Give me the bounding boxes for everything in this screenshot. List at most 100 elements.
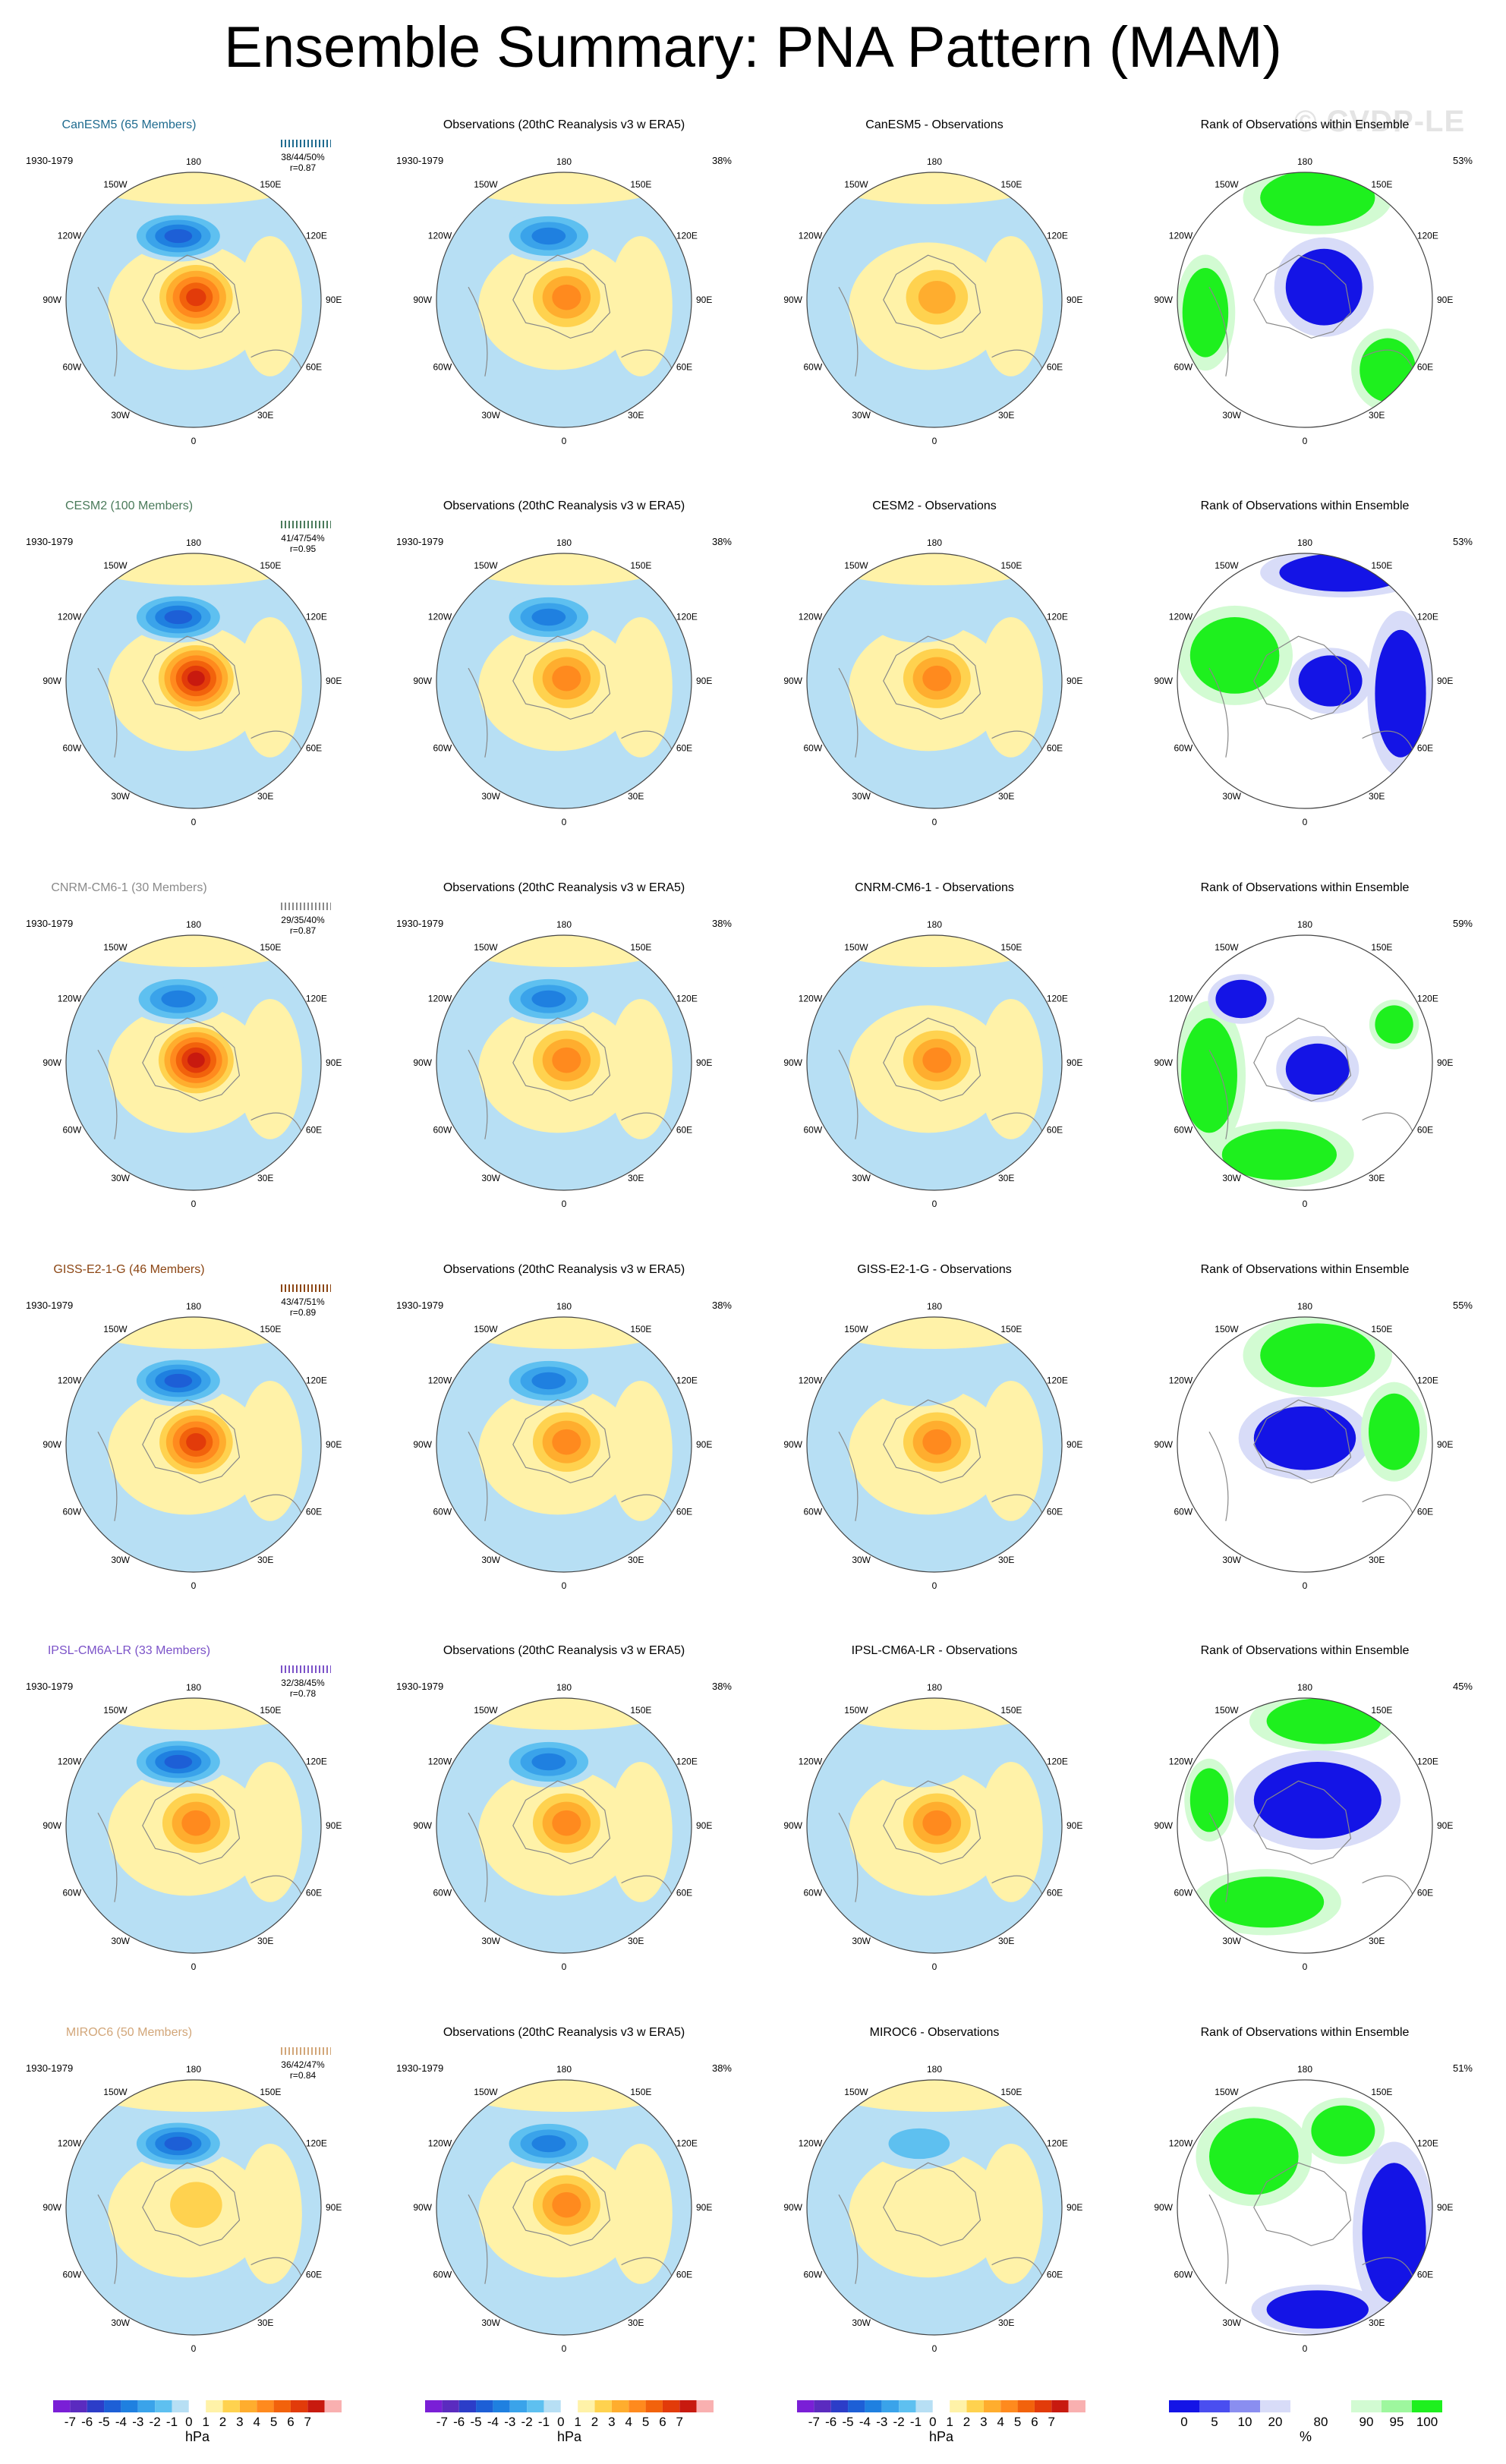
colorbar-swatch xyxy=(1017,2400,1035,2412)
lon-label: 60E xyxy=(306,361,322,372)
lon-label: 30W xyxy=(481,1936,500,1946)
lon-label: 90W xyxy=(413,1439,432,1450)
lon-label: 120E xyxy=(1417,1375,1438,1385)
polar-map: 180 0 150W 150E 120W 120E 90W 90E 60W 60E 30W 30E xyxy=(783,919,1082,1209)
negative-anomaly-4 xyxy=(531,1372,566,1390)
positive-anomaly-1 xyxy=(78,2080,309,2112)
colorbar-tick: -3 xyxy=(876,2415,887,2429)
colorbar-swatch xyxy=(814,2400,831,2412)
coastline xyxy=(1253,1017,1352,1102)
colorbar-tick: 2 xyxy=(963,2415,970,2429)
lon-label: 30W xyxy=(1222,1173,1241,1183)
colorbar-tick: -1 xyxy=(910,2415,922,2429)
obs-pct: 38% xyxy=(711,536,732,547)
positive-anomaly-1 xyxy=(238,617,302,758)
lon-label: 120W xyxy=(799,230,823,241)
lon-label: 0 xyxy=(932,1199,937,1209)
lon-label: 120E xyxy=(676,1375,698,1385)
positive-anomaly-4 xyxy=(181,1810,211,1836)
obs-pct: 38% xyxy=(711,918,732,929)
lon-label: 90W xyxy=(1154,1439,1173,1450)
colorbar-swatch xyxy=(121,2400,138,2412)
colorbar-swatch xyxy=(865,2400,882,2412)
lon-label: 150W xyxy=(844,179,868,190)
period-label: 1930-1979 xyxy=(396,918,444,929)
lon-label: 120E xyxy=(1047,993,1068,1004)
rank-region-green xyxy=(1181,1018,1237,1133)
rank-region-green xyxy=(1369,1393,1420,1470)
colorbar-tick: -7 xyxy=(808,2415,820,2429)
colorbar-tick: 4 xyxy=(997,2415,1004,2429)
coastline xyxy=(468,1431,488,1521)
polar-map: 180 0 150W 150E 120W 120E 90W 90E 60W 60E 30W 30E xyxy=(1154,537,1453,827)
negative-anomaly-5 xyxy=(164,1754,193,1769)
lon-label: 150E xyxy=(630,1324,651,1334)
lon-label: 90W xyxy=(413,676,432,686)
lon-label: 150W xyxy=(103,942,128,953)
lon-label: 60W xyxy=(433,1124,452,1135)
colorbar-swatch xyxy=(1260,2400,1290,2412)
lon-label: 120E xyxy=(1047,230,1068,241)
lon-label: 150E xyxy=(1000,942,1022,953)
positive-anomaly-4 xyxy=(922,1429,952,1455)
lon-label: 30E xyxy=(1369,1173,1385,1183)
watermark: © CVDP-LE xyxy=(1294,105,1466,138)
lon-label: 90E xyxy=(326,676,342,686)
lon-label: 60E xyxy=(1417,1506,1433,1517)
colorbar-tick: -3 xyxy=(132,2415,143,2429)
rank-region-blue xyxy=(1253,1762,1382,1839)
colorbar-swatch xyxy=(70,2400,87,2412)
lon-label: 120W xyxy=(428,993,452,1004)
positive-anomaly-1 xyxy=(449,1317,679,1349)
lon-label: 90W xyxy=(783,1820,802,1831)
colorbar-tick: -1 xyxy=(166,2415,178,2429)
lon-label: 120E xyxy=(1417,611,1438,622)
lon-label: 30E xyxy=(998,1936,1014,1946)
colorbar-swatch xyxy=(950,2400,967,2412)
lon-label: 120W xyxy=(428,2138,452,2148)
lon-label: 30W xyxy=(111,1555,130,1565)
rank-region-green xyxy=(1209,1876,1325,1928)
colorbar-swatch xyxy=(932,2400,950,2412)
coastline xyxy=(1362,2257,1414,2278)
colorbar-tick: -4 xyxy=(859,2415,871,2429)
colorbar-swatch xyxy=(1412,2400,1442,2412)
colorbar-swatch xyxy=(527,2400,544,2412)
lon-label: 150E xyxy=(260,1324,281,1334)
colorbar-tick: -5 xyxy=(470,2415,481,2429)
lon-label: 180 xyxy=(186,537,201,548)
lon-label: 60E xyxy=(1047,1887,1063,1898)
colorbar-swatch xyxy=(578,2400,595,2412)
lon-label: 90W xyxy=(43,2202,61,2213)
lon-label: 30E xyxy=(998,791,1014,802)
lon-label: 120E xyxy=(1047,2138,1068,2148)
lon-label: 150W xyxy=(1215,179,1239,190)
lon-label: 30E xyxy=(1369,791,1385,802)
positive-anomaly-1 xyxy=(819,1698,1050,1730)
lon-label: 60W xyxy=(433,742,452,753)
polar-map: 180 0 150W 150E 120W 120E 90W 90E 60W 60E 30W 30E xyxy=(413,156,712,446)
lon-label: 150E xyxy=(1371,179,1392,190)
positive-anomaly-1 xyxy=(238,236,302,377)
coastline xyxy=(621,1494,673,1515)
lon-label: 30W xyxy=(852,791,871,802)
colorbar-swatch xyxy=(830,2400,849,2412)
lon-label: 180 xyxy=(186,156,201,167)
colorbar-label: % xyxy=(1300,2429,1312,2444)
colorbar-tick: -2 xyxy=(521,2415,533,2429)
positive-anomaly-1 xyxy=(819,1317,1050,1349)
diff-panel: IPSL-CM6A-LR - Observations 180 0 150W 150E 1… xyxy=(756,1640,1113,1989)
lon-label: 180 xyxy=(927,1682,942,1693)
lon-label: 150W xyxy=(844,2087,868,2097)
coastline xyxy=(621,349,673,370)
lon-label: 0 xyxy=(191,436,197,446)
lon-label: 60W xyxy=(803,1124,822,1135)
panel-title: Observations (20thC Reanalysis v3 w ERA5… xyxy=(443,499,685,512)
lon-label: 150E xyxy=(260,1705,281,1716)
lon-label: 60E xyxy=(676,1887,692,1898)
coastline xyxy=(1253,1399,1352,1484)
colorbar-tick: 2 xyxy=(591,2415,598,2429)
lon-label: 60E xyxy=(1047,1124,1063,1135)
map-border xyxy=(806,1316,1063,1573)
colorbar-tick: 3 xyxy=(980,2415,987,2429)
